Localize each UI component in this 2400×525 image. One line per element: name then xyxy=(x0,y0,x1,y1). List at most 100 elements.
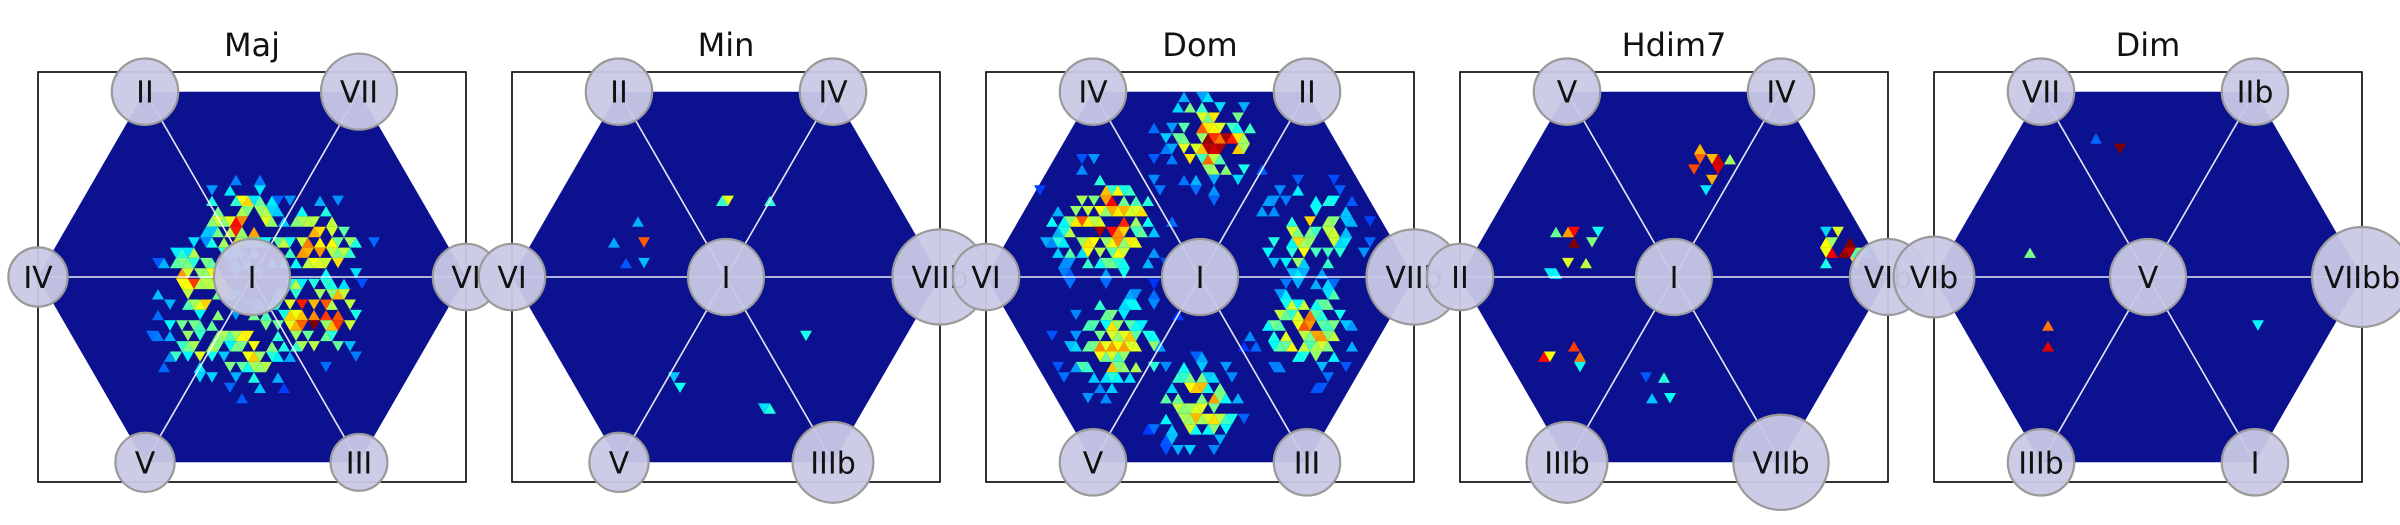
heatmap-cell xyxy=(2252,320,2264,331)
heatmap-cell xyxy=(1664,393,1676,404)
heatmap-cell xyxy=(326,226,338,238)
heatmap-cell xyxy=(1316,320,1328,331)
heatmap-cell xyxy=(1208,174,1220,186)
heatmap-cell xyxy=(1226,372,1238,383)
heatmap-cell xyxy=(1166,382,1178,393)
vertex-node-right: VIIbb xyxy=(2310,225,2400,329)
heatmap-cell xyxy=(296,247,308,258)
heatmap-cell xyxy=(1298,257,1310,269)
heatmap-cell xyxy=(1208,393,1220,404)
heatmap-cell xyxy=(638,237,650,248)
heatmap-cell xyxy=(254,361,266,373)
heatmap-cell xyxy=(2042,320,2054,331)
heatmap-cell xyxy=(314,226,326,238)
heatmap-cell xyxy=(182,247,194,258)
heatmap-cell xyxy=(1148,122,1160,134)
heatmap-cell xyxy=(1148,330,1160,342)
heatmap-cell xyxy=(1106,247,1118,258)
heatmap-cell xyxy=(1310,309,1322,321)
heatmap-cell xyxy=(1106,309,1118,321)
heatmap-cell xyxy=(1070,216,1082,227)
heatmap-cell xyxy=(1202,154,1214,165)
heatmap-cell xyxy=(248,195,260,206)
heatmap-cell xyxy=(1094,351,1106,362)
heatmap-cell xyxy=(1160,393,1172,404)
vertex-node-left: IV xyxy=(7,246,69,308)
heatmap-cell xyxy=(1130,206,1142,217)
heatmap-cell xyxy=(1094,174,1106,186)
vertex-circle xyxy=(1058,57,1128,126)
heatmap-cell xyxy=(1118,216,1130,227)
heatmap-cell xyxy=(1232,122,1244,134)
heatmap-cell xyxy=(218,330,230,342)
heatmap-cell xyxy=(1328,226,1340,238)
vertex-label: V xyxy=(1083,446,1104,481)
heatmap-cell xyxy=(1100,320,1112,331)
vertex-circle xyxy=(951,242,1021,312)
vertex-label: I xyxy=(2251,446,2260,481)
vertex-node-top-left: II xyxy=(584,57,654,126)
heatmap-cell xyxy=(1310,247,1322,258)
heatmap-cell xyxy=(266,206,278,217)
heatmap-cell xyxy=(206,237,218,248)
heatmap-cell xyxy=(272,237,284,248)
heatmap-cell xyxy=(1112,330,1124,342)
heatmap-cell xyxy=(1106,195,1118,206)
heatmap-cell xyxy=(1190,403,1202,414)
heatmap-cell xyxy=(1214,393,1226,404)
heatmap-cell xyxy=(1214,382,1226,393)
heatmap-cell xyxy=(1208,185,1220,196)
heatmap-cell xyxy=(188,320,200,331)
heatmap-cell xyxy=(1148,174,1160,186)
heatmap-cell xyxy=(1832,226,1844,238)
heatmap-cell xyxy=(1184,382,1196,393)
vertex-label: II xyxy=(610,76,628,111)
heatmap-cell xyxy=(1292,299,1304,310)
heatmap-cell xyxy=(1574,351,1586,362)
heatmap-cell xyxy=(1106,185,1118,196)
heatmap-cell xyxy=(1088,237,1100,248)
vertex-circle xyxy=(1425,242,1495,312)
vertex-node-top-right: VII xyxy=(319,52,399,131)
heatmap-cell xyxy=(1568,237,1580,248)
heatmap-cell xyxy=(1298,351,1310,362)
heatmap-cell xyxy=(1196,91,1208,103)
heatmap-cell xyxy=(2114,143,2126,154)
vertex-node-top-left: V xyxy=(1532,57,1602,126)
heatmap-cell xyxy=(1328,320,1340,331)
heatmap-cell xyxy=(1310,330,1322,342)
heatmap-cell xyxy=(1178,403,1190,414)
vertex-label: III xyxy=(1294,446,1321,481)
heatmap-cell xyxy=(1724,154,1736,165)
vertex-label: II xyxy=(1451,261,1469,296)
heatmap-cell xyxy=(206,185,218,196)
heatmap-cell xyxy=(176,257,188,269)
vertex-node-top-right: IV xyxy=(1746,57,1816,126)
heatmap-cell xyxy=(260,206,272,217)
heatmap-cell xyxy=(1298,299,1310,310)
heatmap-cell xyxy=(290,289,302,300)
heatmap-cell xyxy=(302,216,314,227)
heatmap-cell xyxy=(332,195,344,206)
heatmap-cell xyxy=(1118,237,1130,248)
heatmap-cell xyxy=(1190,382,1202,393)
vertex-circle xyxy=(2006,428,2076,497)
heatmap-cell xyxy=(284,309,296,321)
heatmap-cell xyxy=(1826,247,1838,258)
heatmap-cell xyxy=(1064,257,1076,269)
heatmap-cell xyxy=(182,330,194,342)
heatmap-cell xyxy=(302,330,314,342)
heatmap-cell xyxy=(1232,393,1244,404)
heatmap-cell xyxy=(1148,424,1160,435)
heatmap-cell xyxy=(1094,226,1106,238)
heatmap-cell xyxy=(1208,143,1220,154)
heatmap-cell xyxy=(1178,122,1190,134)
vertex-node-bottom-right: III xyxy=(329,432,389,492)
heatmap-cell xyxy=(1112,361,1124,373)
heatmap-cell xyxy=(230,372,242,383)
heatmap-cell xyxy=(344,237,356,248)
heatmap-cell xyxy=(1280,195,1292,206)
vertex-label: I xyxy=(1670,261,1679,296)
heatmap-cell xyxy=(1100,195,1112,206)
heatmap-cell xyxy=(1178,372,1190,383)
